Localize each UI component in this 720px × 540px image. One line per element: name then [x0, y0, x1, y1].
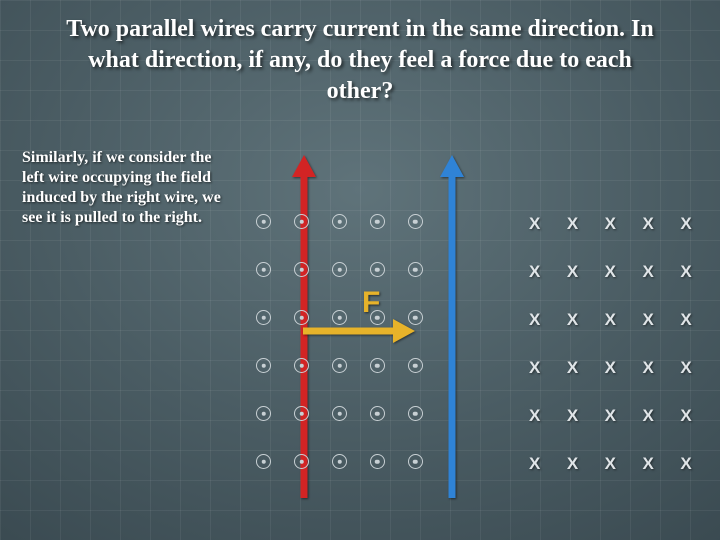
out-of-page-symbol: [358, 358, 396, 378]
out-of-page-symbol: [321, 454, 359, 474]
out-of-page-symbol: [245, 310, 283, 330]
field-grid: XXXXXXXXXXXXXXXXXXXXXXXXXXXXXX: [245, 200, 705, 488]
out-of-page-symbol: [321, 262, 359, 282]
force-label: F: [362, 286, 380, 320]
into-page-symbol: X: [629, 214, 667, 234]
field-grid-row: XXXXX: [245, 392, 705, 440]
force-arrow: [303, 327, 415, 335]
out-of-page-symbol: [321, 358, 359, 378]
out-of-page-symbol: [245, 454, 283, 474]
into-page-symbol: X: [516, 454, 554, 474]
out-of-page-symbol: [245, 406, 283, 426]
out-of-page-symbol: [321, 214, 359, 234]
out-of-page-symbol: [245, 358, 283, 378]
into-page-symbol: X: [667, 454, 705, 474]
into-page-symbol: X: [629, 454, 667, 474]
into-page-symbol: X: [667, 310, 705, 330]
into-page-symbol: X: [591, 406, 629, 426]
into-page-symbol: X: [591, 358, 629, 378]
field-grid-row: XXXXX: [245, 200, 705, 248]
into-page-symbol: X: [516, 406, 554, 426]
into-page-symbol: X: [554, 310, 592, 330]
out-of-page-symbol: [283, 358, 321, 378]
into-page-symbol: X: [516, 310, 554, 330]
into-page-symbol: X: [516, 262, 554, 282]
out-of-page-symbol: [396, 454, 434, 474]
into-page-symbol: X: [554, 214, 592, 234]
into-page-symbol: X: [629, 406, 667, 426]
out-of-page-symbol: [283, 214, 321, 234]
out-of-page-symbol: [283, 406, 321, 426]
field-grid-row: XXXXX: [245, 296, 705, 344]
out-of-page-symbol: [396, 358, 434, 378]
out-of-page-symbol: [321, 406, 359, 426]
into-page-symbol: X: [554, 262, 592, 282]
into-page-symbol: X: [591, 214, 629, 234]
into-page-symbol: X: [667, 262, 705, 282]
into-page-symbol: X: [629, 310, 667, 330]
out-of-page-symbol: [396, 214, 434, 234]
diagram: XXXXXXXXXXXXXXXXXXXXXXXXXXXXXX F: [245, 165, 705, 525]
into-page-symbol: X: [554, 454, 592, 474]
out-of-page-symbol: [245, 262, 283, 282]
out-of-page-symbol: [396, 262, 434, 282]
sidenote-text: Similarly, if we consider the left wire …: [22, 148, 227, 228]
into-page-symbol: X: [554, 358, 592, 378]
into-page-symbol: X: [667, 214, 705, 234]
out-of-page-symbol: [283, 454, 321, 474]
into-page-symbol: X: [516, 214, 554, 234]
into-page-symbol: X: [516, 358, 554, 378]
into-page-symbol: X: [629, 262, 667, 282]
into-page-symbol: X: [667, 406, 705, 426]
field-grid-row: XXXXX: [245, 344, 705, 392]
field-grid-row: XXXXX: [245, 440, 705, 488]
into-page-symbol: X: [591, 310, 629, 330]
out-of-page-symbol: [358, 454, 396, 474]
page-title: Two parallel wires carry current in the …: [60, 14, 660, 108]
out-of-page-symbol: [396, 406, 434, 426]
out-of-page-symbol: [358, 262, 396, 282]
out-of-page-symbol: [245, 214, 283, 234]
into-page-symbol: X: [591, 262, 629, 282]
out-of-page-symbol: [358, 214, 396, 234]
into-page-symbol: X: [667, 358, 705, 378]
out-of-page-symbol: [283, 262, 321, 282]
into-page-symbol: X: [554, 406, 592, 426]
out-of-page-symbol: [358, 406, 396, 426]
field-grid-row: XXXXX: [245, 248, 705, 296]
into-page-symbol: X: [629, 358, 667, 378]
into-page-symbol: X: [591, 454, 629, 474]
